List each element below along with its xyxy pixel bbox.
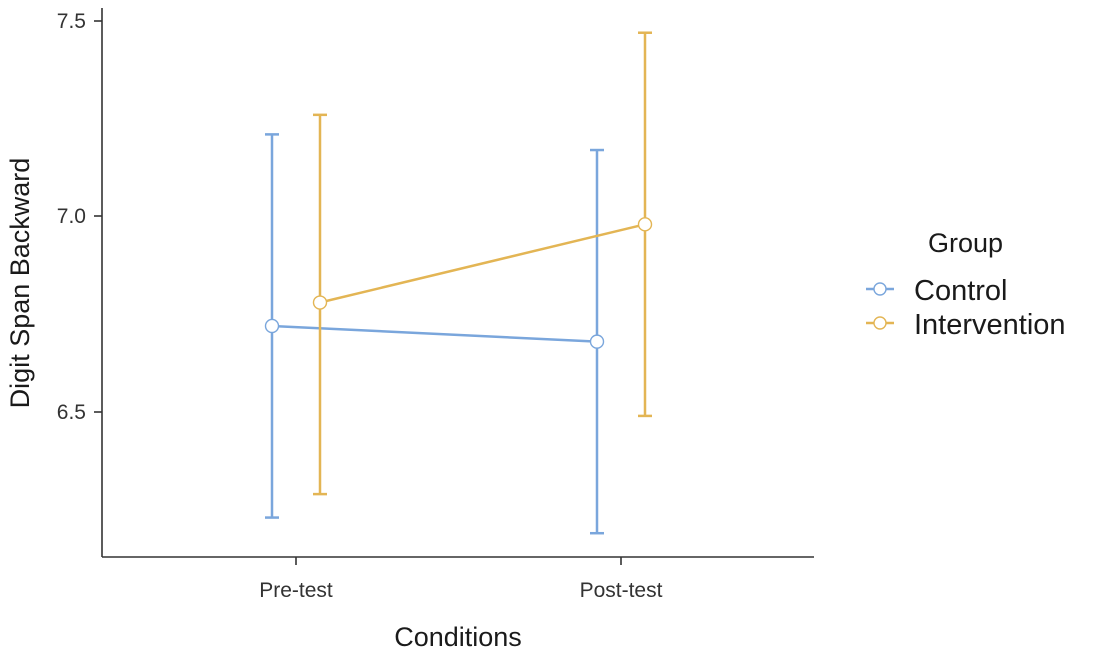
data-point-intervention [637, 217, 653, 232]
y-axis: 6.5 7.0 7.5 [57, 10, 102, 424]
y-axis-title: Digit Span Backward [5, 158, 35, 409]
legend-title: Group [928, 228, 1003, 258]
x-axis-title: Conditions [394, 622, 522, 652]
legend-item-intervention: Intervention [866, 309, 1066, 341]
x-axis: Pre-test Post-test [259, 557, 663, 602]
data-point-control [589, 334, 605, 349]
legend-key-marker [873, 282, 887, 296]
data-point-intervention [312, 295, 328, 310]
legend-item-control: Control [866, 275, 1008, 307]
y-tick-label: 7.5 [57, 10, 86, 33]
y-tick-label: 6.5 [57, 401, 86, 424]
legend-label: Intervention [914, 309, 1066, 341]
y-tick-label: 7.0 [57, 205, 86, 228]
x-tick-label: Post-test [580, 579, 663, 602]
x-tick-label: Pre-test [259, 579, 333, 602]
legend-key-marker [873, 316, 887, 330]
series-line-control [271, 324, 598, 343]
data-point-control [264, 318, 280, 334]
plot-area [264, 31, 653, 535]
legend-label: Control [914, 275, 1008, 307]
series-line-intervention [319, 223, 646, 304]
legend: Group Control Intervention [866, 228, 1066, 341]
